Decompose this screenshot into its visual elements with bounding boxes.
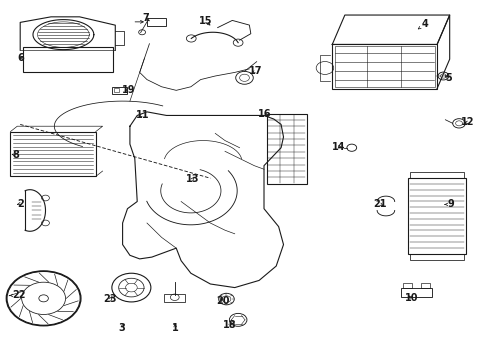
- Text: 19: 19: [122, 85, 135, 95]
- Bar: [10, 132, 96, 176]
- Text: 20: 20: [215, 296, 229, 306]
- Text: 6: 6: [18, 53, 24, 63]
- Bar: [147, 18, 165, 26]
- Bar: [163, 294, 185, 302]
- Text: 2: 2: [17, 199, 23, 209]
- Text: 14: 14: [331, 141, 345, 152]
- Text: 3: 3: [118, 323, 125, 333]
- Bar: [407, 178, 466, 253]
- Bar: [409, 172, 463, 178]
- Text: 18: 18: [223, 320, 236, 330]
- Text: 15: 15: [198, 17, 212, 27]
- Bar: [334, 46, 434, 87]
- Text: 13: 13: [185, 174, 199, 184]
- Text: 4: 4: [417, 19, 427, 30]
- Text: 8: 8: [12, 150, 19, 160]
- Bar: [420, 283, 429, 288]
- Text: 7: 7: [142, 13, 149, 23]
- Text: 23: 23: [103, 294, 117, 304]
- Text: 10: 10: [404, 293, 418, 303]
- Bar: [114, 88, 119, 93]
- Text: 21: 21: [372, 199, 386, 209]
- Bar: [112, 87, 127, 94]
- Bar: [22, 48, 113, 72]
- Bar: [400, 288, 431, 297]
- Text: 17: 17: [248, 66, 262, 76]
- Text: 11: 11: [136, 110, 149, 120]
- Text: 12: 12: [460, 117, 474, 127]
- Text: 16: 16: [258, 109, 271, 120]
- Bar: [402, 283, 411, 288]
- Text: 22: 22: [10, 291, 26, 301]
- Bar: [266, 114, 306, 184]
- Circle shape: [39, 295, 48, 302]
- Text: 5: 5: [444, 73, 451, 83]
- Bar: [409, 253, 463, 260]
- Text: 1: 1: [172, 323, 178, 333]
- Bar: [331, 44, 436, 89]
- Text: 9: 9: [444, 199, 454, 210]
